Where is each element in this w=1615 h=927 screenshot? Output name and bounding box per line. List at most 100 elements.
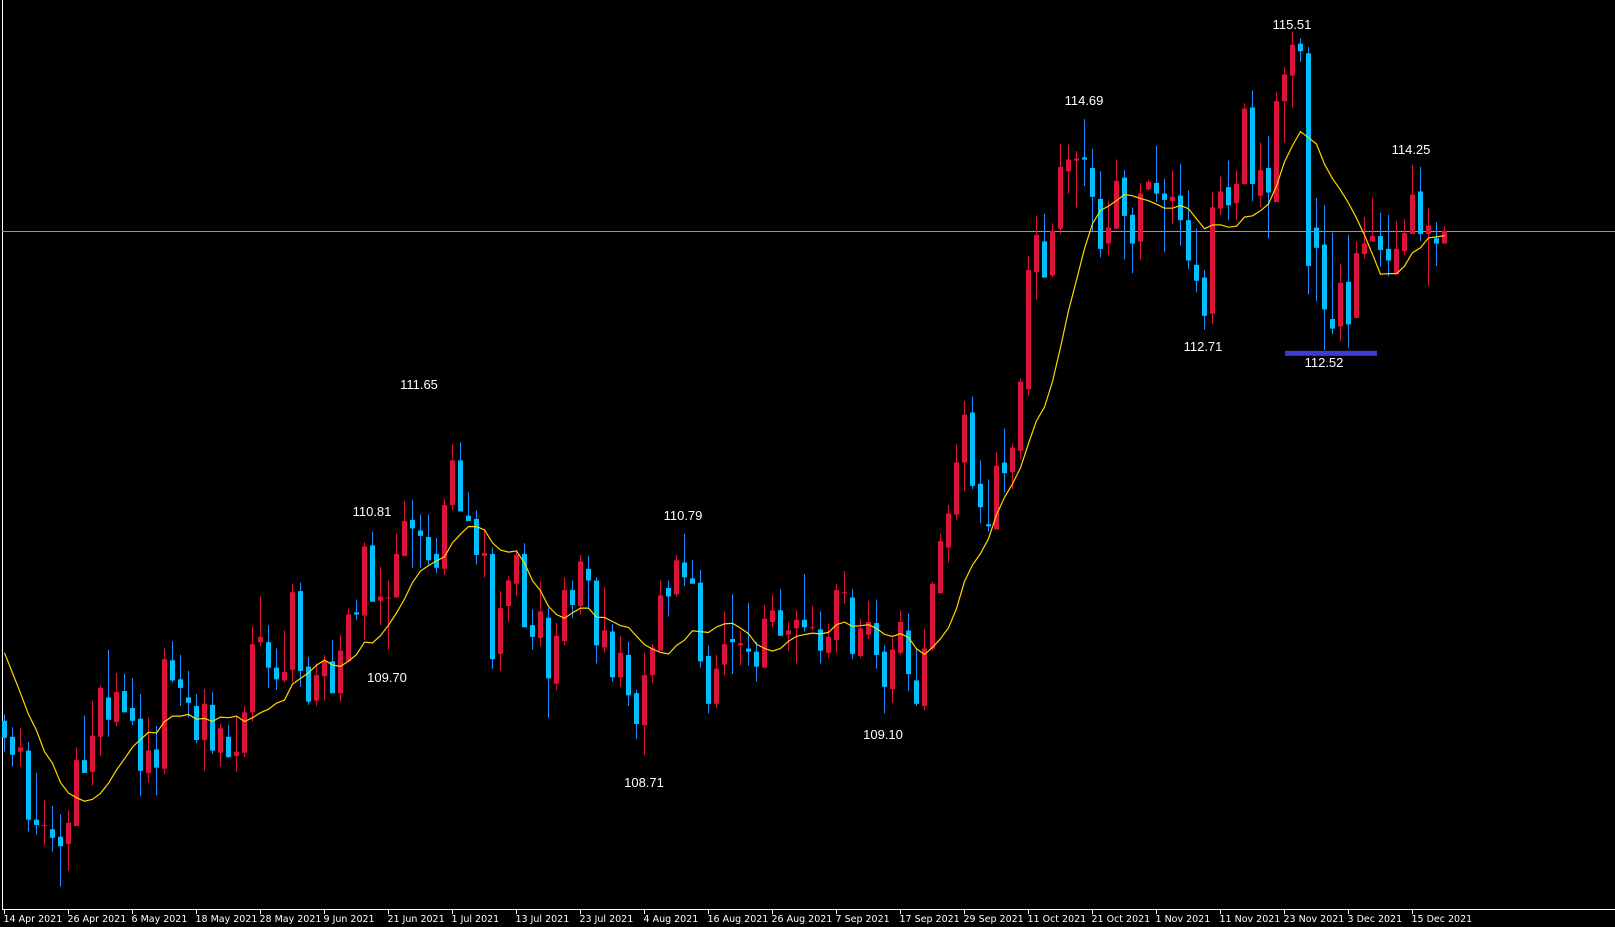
candle-up bbox=[378, 566, 383, 626]
candle-body bbox=[106, 697, 111, 720]
candle-up bbox=[1338, 263, 1343, 342]
candle-body bbox=[1282, 74, 1287, 102]
candle-up bbox=[314, 663, 319, 706]
candle-body bbox=[426, 536, 431, 561]
candle-body bbox=[1322, 244, 1327, 310]
candle-up bbox=[1074, 151, 1079, 208]
candle-up bbox=[658, 580, 663, 651]
candle-body bbox=[1330, 319, 1335, 329]
candle-body bbox=[1394, 248, 1399, 275]
x-tick-label: 13 Jul 2021 bbox=[516, 914, 570, 925]
candle-down bbox=[1098, 171, 1103, 258]
candle-down bbox=[850, 589, 855, 660]
candle-down bbox=[882, 645, 887, 714]
candle-up bbox=[450, 444, 455, 511]
candle-body bbox=[666, 587, 671, 597]
annotation-label: 108.71 bbox=[624, 775, 664, 790]
candle-up bbox=[18, 728, 23, 767]
candle-up bbox=[202, 688, 207, 771]
candle-body bbox=[1346, 281, 1351, 325]
x-tick-label: 3 Dec 2021 bbox=[1348, 914, 1403, 925]
candle-body bbox=[354, 612, 359, 615]
candle-body bbox=[594, 580, 599, 646]
candle-body bbox=[1226, 187, 1231, 206]
candle-body bbox=[1386, 248, 1391, 261]
annotation-label: 115.51 bbox=[1273, 17, 1312, 32]
candle-down bbox=[666, 580, 671, 617]
candle-body bbox=[402, 520, 407, 557]
candle-body bbox=[1290, 44, 1295, 76]
x-tick-label: 17 Sep 2021 bbox=[900, 914, 960, 925]
candle-down bbox=[1266, 136, 1271, 239]
x-tick-label: 11 Nov 2021 bbox=[1220, 914, 1281, 925]
candle-body bbox=[66, 822, 71, 845]
candle-down bbox=[58, 814, 63, 887]
candle-body bbox=[1218, 191, 1223, 209]
candle-down bbox=[874, 599, 879, 669]
candle-down bbox=[474, 510, 479, 565]
candle-down bbox=[754, 642, 759, 682]
candle-body bbox=[1426, 225, 1431, 234]
candle-body bbox=[1010, 447, 1015, 473]
candle-body bbox=[810, 627, 815, 629]
candle-up bbox=[1442, 226, 1447, 244]
candle-body bbox=[1186, 220, 1191, 261]
candle-down bbox=[10, 727, 15, 767]
candle-down bbox=[570, 580, 575, 618]
candle-body bbox=[1442, 230, 1447, 244]
x-tick-label: 21 Oct 2021 bbox=[1092, 914, 1151, 925]
candle-body bbox=[722, 644, 727, 665]
candle-body bbox=[746, 648, 751, 652]
candle-down bbox=[1314, 197, 1319, 301]
candle-body bbox=[90, 735, 95, 772]
candle-down bbox=[210, 692, 215, 754]
candle-down bbox=[970, 396, 975, 490]
candle-down bbox=[530, 609, 535, 650]
candle-up bbox=[554, 623, 559, 690]
candle-down bbox=[1378, 212, 1383, 267]
candle-up bbox=[1018, 378, 1023, 460]
candle-up bbox=[738, 630, 743, 666]
candle-body bbox=[266, 642, 271, 668]
candle-body bbox=[234, 751, 239, 756]
candle-up bbox=[66, 810, 71, 871]
candle-body bbox=[338, 650, 343, 694]
candle-body bbox=[42, 824, 47, 827]
candle-down bbox=[1042, 213, 1047, 278]
candle-body bbox=[378, 596, 383, 601]
candle-up bbox=[602, 586, 607, 653]
candle-body bbox=[730, 638, 735, 643]
candle-body bbox=[122, 691, 127, 713]
candle-up bbox=[1026, 256, 1031, 396]
candle-body bbox=[450, 460, 455, 506]
candle-body bbox=[1410, 194, 1415, 234]
candle-body bbox=[530, 625, 535, 637]
candle-body bbox=[562, 590, 567, 642]
candle-down bbox=[410, 499, 415, 568]
candle-body bbox=[442, 505, 447, 569]
candle-body bbox=[1042, 241, 1047, 278]
candle-up bbox=[866, 600, 871, 639]
candle-body bbox=[458, 460, 463, 512]
candle-up bbox=[506, 576, 511, 622]
candle-body bbox=[1106, 227, 1111, 244]
candle-up bbox=[1210, 192, 1215, 325]
candle-down bbox=[122, 674, 127, 713]
candle-body bbox=[906, 630, 911, 675]
annotation-label: 111.65 bbox=[400, 377, 438, 392]
candle-up bbox=[890, 637, 895, 703]
candle-down bbox=[1194, 228, 1199, 293]
candle-down bbox=[170, 641, 175, 683]
candle-up bbox=[946, 505, 951, 563]
candle-body bbox=[1098, 198, 1103, 249]
candle-body bbox=[794, 619, 799, 629]
candle-body bbox=[362, 546, 367, 616]
candle-body bbox=[418, 530, 423, 536]
annotation-label: 114.25 bbox=[1392, 142, 1431, 157]
candle-body bbox=[546, 617, 551, 679]
x-tick-label: 26 Aug 2021 bbox=[772, 914, 833, 925]
candle-down bbox=[1250, 90, 1255, 202]
candle-body bbox=[858, 628, 863, 656]
candle-body bbox=[202, 703, 207, 740]
